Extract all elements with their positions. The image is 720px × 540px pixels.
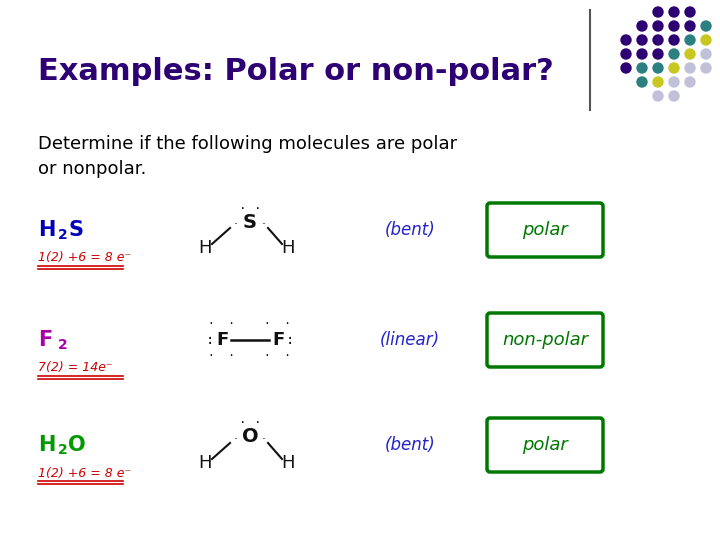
Text: H: H (282, 239, 294, 257)
Text: H: H (198, 239, 212, 257)
Circle shape (653, 49, 663, 59)
Circle shape (701, 35, 711, 45)
Text: ·: · (234, 219, 238, 232)
Text: · ·: · · (239, 416, 261, 429)
Text: S: S (68, 220, 83, 240)
Circle shape (685, 35, 695, 45)
Text: ·  ·: · · (264, 351, 292, 361)
Circle shape (637, 21, 647, 31)
Circle shape (653, 21, 663, 31)
Text: H: H (38, 220, 55, 240)
Text: F: F (216, 331, 228, 349)
Circle shape (637, 63, 647, 73)
Circle shape (637, 77, 647, 87)
Circle shape (669, 77, 679, 87)
Text: ·: · (234, 434, 238, 447)
Circle shape (653, 77, 663, 87)
Text: O: O (68, 435, 86, 455)
FancyBboxPatch shape (487, 313, 603, 367)
Circle shape (669, 49, 679, 59)
Text: F: F (38, 330, 53, 350)
Circle shape (669, 21, 679, 31)
Text: ·: · (262, 434, 266, 447)
Text: polar: polar (522, 436, 568, 454)
Text: H: H (38, 435, 55, 455)
Text: Determine if the following molecules are polar
or nonpolar.: Determine if the following molecules are… (38, 135, 457, 178)
Text: (bent): (bent) (384, 436, 436, 454)
Circle shape (685, 21, 695, 31)
Text: polar: polar (522, 221, 568, 239)
Text: :: : (286, 333, 294, 347)
Text: O: O (242, 428, 258, 447)
Circle shape (685, 77, 695, 87)
FancyBboxPatch shape (487, 418, 603, 472)
Circle shape (621, 49, 631, 59)
Text: :: : (206, 333, 214, 347)
Text: (bent): (bent) (384, 221, 436, 239)
Circle shape (653, 91, 663, 101)
Text: S: S (243, 213, 257, 232)
Circle shape (685, 49, 695, 59)
Circle shape (669, 7, 679, 17)
Circle shape (621, 35, 631, 45)
FancyBboxPatch shape (487, 203, 603, 257)
Circle shape (637, 35, 647, 45)
Circle shape (637, 49, 647, 59)
Text: 1(2) +6 = 8 e⁻: 1(2) +6 = 8 e⁻ (38, 467, 131, 480)
Text: Examples: Polar or non-polar?: Examples: Polar or non-polar? (38, 57, 554, 86)
Text: non-polar: non-polar (502, 331, 588, 349)
Text: 2: 2 (58, 443, 68, 457)
Circle shape (621, 63, 631, 73)
Circle shape (685, 7, 695, 17)
Text: ·  ·: · · (209, 351, 235, 361)
Text: ·: · (262, 219, 266, 232)
Text: · ·: · · (239, 201, 261, 214)
Text: ·  ·: · · (209, 319, 235, 329)
Circle shape (701, 21, 711, 31)
Text: 2: 2 (58, 338, 68, 352)
Text: H: H (282, 454, 294, 472)
Circle shape (653, 63, 663, 73)
Text: 1(2) +6 = 8 e⁻: 1(2) +6 = 8 e⁻ (38, 252, 131, 265)
Circle shape (669, 91, 679, 101)
Text: H: H (198, 454, 212, 472)
Circle shape (653, 35, 663, 45)
Circle shape (669, 63, 679, 73)
Text: (linear): (linear) (380, 331, 440, 349)
Circle shape (701, 49, 711, 59)
Circle shape (653, 7, 663, 17)
Text: F: F (272, 331, 284, 349)
Circle shape (669, 35, 679, 45)
Circle shape (685, 63, 695, 73)
Circle shape (701, 63, 711, 73)
Text: 2: 2 (58, 228, 68, 242)
Text: ·  ·: · · (264, 319, 292, 329)
Text: 7(2) = 14e⁻: 7(2) = 14e⁻ (38, 361, 112, 375)
